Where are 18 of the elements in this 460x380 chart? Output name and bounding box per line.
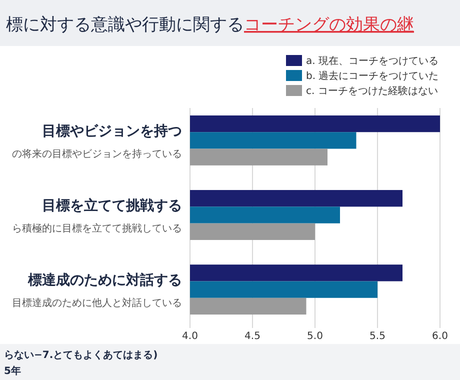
legend-label: c. コーチをつけた経験はない	[306, 85, 438, 97]
x-tick-label: 4.0	[182, 331, 198, 342]
text: 目標達成のために他人と対話している	[12, 297, 182, 310]
x-tick-label: 5.0	[307, 331, 323, 342]
chart-title: 標に対する意識や行動に関する	[6, 15, 244, 35]
text: 5年	[4, 365, 21, 377]
chart-subtitle: コーチングの効果の継	[244, 15, 414, 35]
y-tick-label: 目標やビジョンを持つ	[42, 123, 182, 140]
legend-label: a. 現在、コーチをつけている	[306, 55, 438, 67]
text: ら積極的に目標を立てて挑戦している	[12, 222, 182, 235]
legend-label: b. 過去にコーチをつけていた	[306, 70, 439, 82]
y-tick-label: 目標を立てて挑戦する	[42, 197, 182, 214]
text: らない−7.とてもよくあてはまる)	[4, 350, 158, 361]
y-tick-label: 標達成のために対話する	[27, 272, 182, 289]
text: の将来の目標やビジョンを持っている	[12, 148, 182, 160]
x-tick-label: 4.5	[244, 331, 260, 342]
x-tick-label: 5.5	[370, 331, 386, 342]
x-tick-label: 6.0	[432, 331, 448, 342]
